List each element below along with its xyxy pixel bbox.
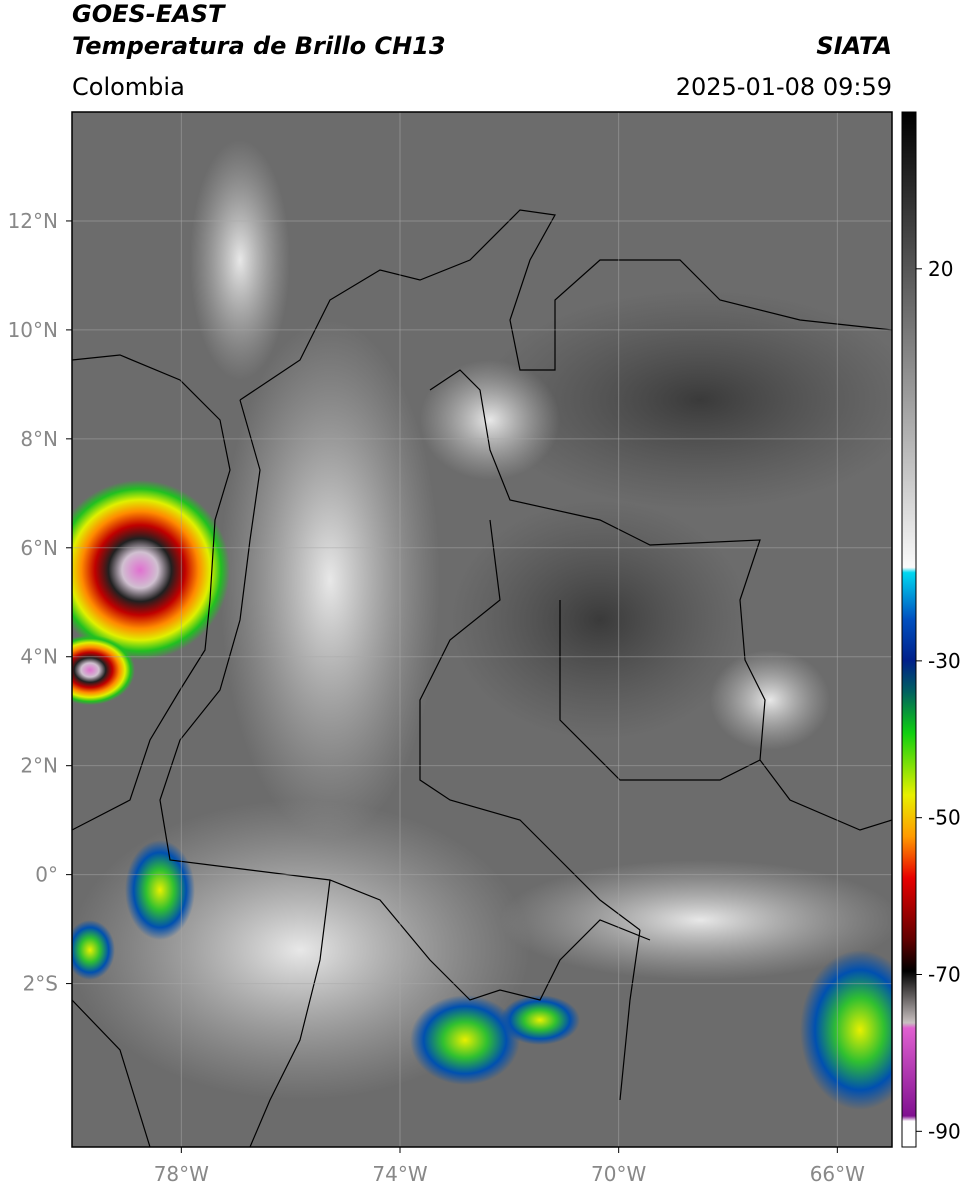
- colorbar-tick-label: -30: [928, 649, 961, 673]
- satellite-image: [72, 112, 892, 1147]
- y-tick-label: 12°N: [8, 209, 58, 233]
- grid: [72, 112, 892, 1147]
- title: GOES-EAST: [72, 0, 226, 28]
- y-tick-label: 0°: [35, 863, 58, 887]
- x-tick-label: 78°W: [154, 1162, 209, 1186]
- colorbar-tick-label: -70: [928, 963, 961, 987]
- colorbar-tick-label: -50: [928, 806, 961, 830]
- y-tick-label: 8°N: [20, 427, 58, 451]
- y-tick-label: 4°N: [20, 645, 58, 669]
- region: Colombia: [72, 73, 185, 101]
- map-frame: [71, 111, 893, 1148]
- y-tick-label: 2°S: [23, 972, 58, 996]
- y-tick-label: 6°N: [20, 536, 58, 560]
- x-tick-label: 66°W: [810, 1162, 865, 1186]
- y-tick-label: 10°N: [8, 318, 58, 342]
- y-tick-label: 2°N: [20, 754, 58, 778]
- colorbar: [901, 111, 917, 1148]
- subtitle: Temperatura de Brillo CH13: [72, 32, 446, 60]
- datetime: 2025-01-08 09:59: [676, 73, 892, 101]
- colorbar-tick-label: -90: [928, 1119, 961, 1143]
- source: SIATA: [816, 32, 892, 60]
- colorbar-tick-label: 20: [928, 257, 953, 281]
- x-tick-label: 74°W: [372, 1162, 427, 1186]
- x-tick-label: 70°W: [591, 1162, 646, 1186]
